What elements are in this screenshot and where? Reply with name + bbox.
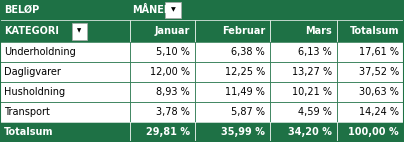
Bar	[337, 102, 404, 122]
Text: ▼: ▼	[78, 29, 82, 34]
Bar	[0, 42, 130, 62]
Bar	[195, 62, 270, 82]
Bar	[337, 20, 404, 42]
Bar	[337, 122, 404, 142]
Text: Totalsum: Totalsum	[349, 26, 399, 36]
Bar	[0, 82, 130, 102]
Text: 37,52 %: 37,52 %	[359, 67, 399, 77]
Bar	[130, 102, 195, 122]
Text: 12,25 %: 12,25 %	[225, 67, 265, 77]
Text: Underholdning: Underholdning	[4, 47, 76, 57]
Bar	[130, 82, 195, 102]
Text: 35,99 %: 35,99 %	[221, 127, 265, 137]
Bar	[165, 2, 181, 18]
Bar	[72, 22, 87, 39]
Text: 100,00 %: 100,00 %	[348, 127, 399, 137]
Bar	[270, 20, 337, 42]
Bar	[270, 102, 337, 122]
Bar	[130, 62, 195, 82]
Text: 11,49 %: 11,49 %	[225, 87, 265, 97]
Text: 30,63 %: 30,63 %	[359, 87, 399, 97]
Text: BELØP: BELØP	[4, 5, 39, 15]
Text: Totalsum: Totalsum	[4, 127, 53, 137]
Text: 10,21 %: 10,21 %	[292, 87, 332, 97]
Bar	[0, 122, 130, 142]
Bar	[337, 82, 404, 102]
Text: 6,38 %: 6,38 %	[231, 47, 265, 57]
Text: Husholdning: Husholdning	[4, 87, 65, 97]
Bar	[270, 62, 337, 82]
Text: 8,93 %: 8,93 %	[156, 87, 190, 97]
Bar	[195, 82, 270, 102]
Bar	[270, 42, 337, 62]
Text: 13,27 %: 13,27 %	[292, 67, 332, 77]
Bar	[0, 62, 130, 82]
Bar	[0, 0, 404, 20]
Text: 29,81 %: 29,81 %	[146, 127, 190, 137]
Bar	[195, 122, 270, 142]
Text: KATEGORI: KATEGORI	[4, 26, 59, 36]
Text: ▼: ▼	[170, 8, 175, 12]
Text: Mars: Mars	[305, 26, 332, 36]
Text: 3,78 %: 3,78 %	[156, 107, 190, 117]
Bar	[270, 122, 337, 142]
Text: 5,10 %: 5,10 %	[156, 47, 190, 57]
Bar	[270, 82, 337, 102]
Text: 12,00 %: 12,00 %	[150, 67, 190, 77]
Text: MÅNED: MÅNED	[132, 5, 172, 15]
Text: 6,13 %: 6,13 %	[298, 47, 332, 57]
Text: Februar: Februar	[222, 26, 265, 36]
Bar	[337, 42, 404, 62]
Bar	[130, 122, 195, 142]
Text: 4,59 %: 4,59 %	[298, 107, 332, 117]
Text: 34,20 %: 34,20 %	[288, 127, 332, 137]
Bar	[195, 42, 270, 62]
Text: 14,24 %: 14,24 %	[359, 107, 399, 117]
Bar	[0, 20, 130, 42]
Bar	[337, 62, 404, 82]
Text: 5,87 %: 5,87 %	[231, 107, 265, 117]
Bar	[195, 102, 270, 122]
Text: Dagligvarer: Dagligvarer	[4, 67, 61, 77]
Bar	[130, 42, 195, 62]
Bar	[130, 20, 195, 42]
Bar	[195, 20, 270, 42]
Bar	[0, 102, 130, 122]
Text: Januar: Januar	[155, 26, 190, 36]
Text: Transport: Transport	[4, 107, 50, 117]
Text: 17,61 %: 17,61 %	[359, 47, 399, 57]
